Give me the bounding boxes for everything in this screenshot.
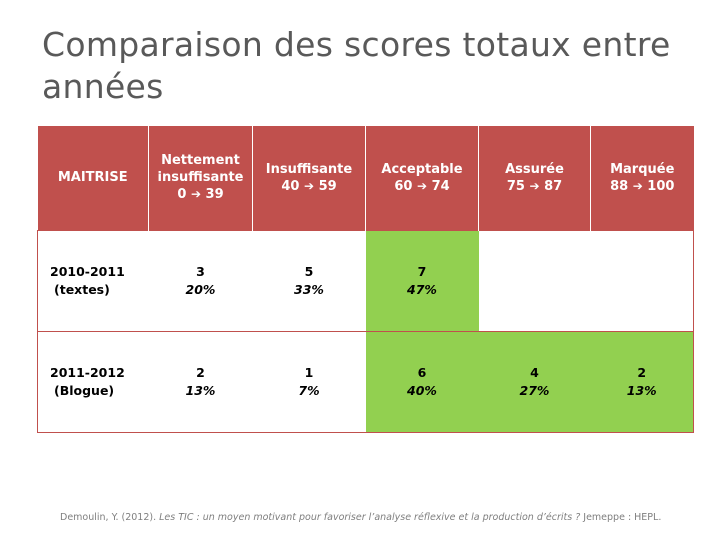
cell-percent: 13% [185, 382, 216, 398]
table-cell-highlighted: 2 13% [590, 330, 694, 433]
header-nettement-insuffisante: Nettement insuffisante 0 ➔ 39 [148, 126, 253, 230]
header-range: 0 ➔ 39 [177, 187, 224, 203]
citation-prefix: Demoulin, Y. (2012). [60, 512, 160, 523]
right-arrow-icon: ➔ [190, 187, 201, 202]
table-cell: 3 20% [148, 229, 253, 332]
header-marquee: Marquée 88 ➔ 100 [590, 126, 694, 230]
cell-percent: 33% [294, 281, 324, 297]
header-range: 88 ➔ 100 [610, 178, 675, 194]
header-label-line2: insuffisante [157, 170, 244, 186]
header-range: 60 ➔ 74 [394, 178, 450, 194]
citation-suffix: Jemeppe : HEPL. [580, 512, 662, 523]
header-label-line1: Insuffisante [265, 161, 353, 177]
table-cell: 1 7% [252, 330, 366, 433]
cell-count: 5 [304, 263, 314, 279]
header-acceptable: Acceptable 60 ➔ 74 [365, 126, 479, 230]
header-row: MAITRISE Nettement insuffisante 0 ➔ 39 I… [37, 126, 694, 230]
citation-title: Les TIC : un moyen motivant pour favoris… [159, 512, 581, 523]
row-label: 2011-2012 (Blogue) [37, 330, 149, 433]
table-row: 2011-2012 (Blogue) 2 13% 1 7% 6 40% 4 27… [37, 330, 694, 433]
header-range: 75 ➔ 87 [506, 178, 563, 194]
cell-percent: 47% [407, 281, 437, 297]
header-maitrise: MAITRISE [37, 126, 149, 230]
table-cell-highlighted: 4 27% [478, 330, 591, 433]
table-cell-highlighted: 6 40% [365, 330, 479, 433]
table-cell: 2 13% [148, 330, 253, 433]
cell-percent: 27% [519, 382, 550, 398]
header-assuree: Assurée 75 ➔ 87 [478, 126, 591, 230]
table-cell: 5 33% [252, 229, 366, 332]
table-cell [478, 229, 591, 332]
header-label-line1: Assurée [505, 161, 564, 177]
cell-count: 7 [417, 263, 427, 279]
right-arrow-icon: ➔ [303, 178, 315, 193]
table-cell-highlighted: 7 47% [365, 229, 479, 332]
right-arrow-icon: ➔ [416, 178, 428, 193]
cell-percent: 40% [407, 382, 437, 398]
right-arrow-icon: ➔ [529, 178, 540, 193]
cell-percent: 13% [626, 382, 657, 398]
header-range: 40 ➔ 59 [281, 178, 337, 194]
cell-count: 3 [196, 263, 205, 279]
right-arrow-icon: ➔ [632, 178, 643, 193]
cell-percent: 7% [298, 382, 320, 398]
citation-footer: Demoulin, Y. (2012). Les TIC : un moyen … [60, 512, 661, 523]
row-year: 2010-2011 [50, 263, 125, 279]
cell-count: 2 [196, 364, 205, 380]
table-row: 2010-2011 (textes) 3 20% 5 33% 7 47% [37, 229, 694, 332]
cell-count: 6 [417, 364, 427, 380]
header-insuffisante: Insuffisante 40 ➔ 59 [252, 126, 366, 230]
header-label-line1: Acceptable [381, 161, 463, 177]
row-type: (Blogue) [54, 382, 115, 398]
table-cell [590, 229, 694, 332]
scores-table: MAITRISE Nettement insuffisante 0 ➔ 39 I… [37, 126, 694, 433]
row-year: 2011-2012 [50, 364, 125, 380]
header-label-line1: Nettement [161, 153, 240, 169]
cell-count: 4 [530, 364, 539, 380]
row-label: 2010-2011 (textes) [37, 229, 149, 332]
header-label-line1: Marquée [610, 161, 675, 177]
slide-title: Comparaison des scores totaux entre anné… [42, 25, 671, 106]
cell-percent: 20% [185, 281, 216, 297]
row-type: (textes) [54, 281, 110, 297]
cell-count: 2 [637, 364, 647, 380]
cell-count: 1 [304, 364, 314, 380]
